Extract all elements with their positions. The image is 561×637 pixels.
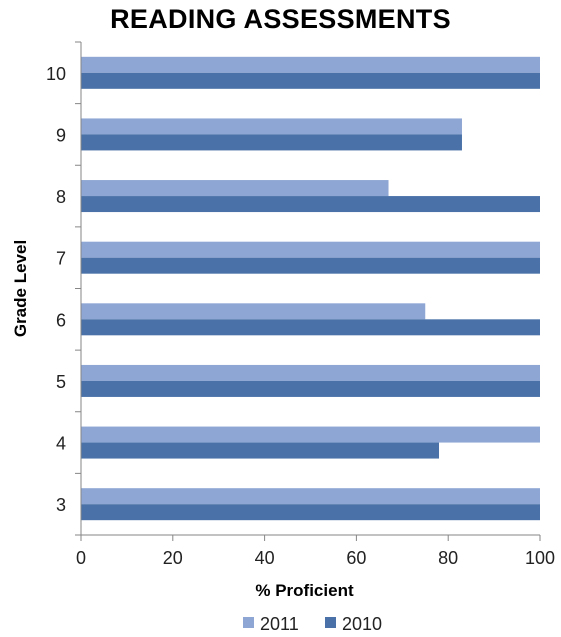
legend-label-2011: 2011 [260, 614, 299, 634]
bar-2010-grade-3 [81, 504, 540, 521]
y-tick-label: 5 [56, 372, 66, 392]
x-tick-label: 40 [255, 548, 275, 568]
x-tick-label: 60 [346, 548, 366, 568]
bar-2011-grade-9 [81, 118, 462, 135]
legend-label-2010: 2010 [342, 614, 382, 634]
bar-2011-grade-10 [81, 56, 540, 73]
bar-2011-grade-7 [81, 241, 540, 258]
y-axis-title: Grade Level [11, 240, 30, 337]
bar-2010-grade-6 [81, 319, 540, 336]
x-tick-label: 100 [525, 548, 555, 568]
bar-2010-grade-4 [81, 442, 440, 459]
bar-2011-grade-3 [81, 488, 540, 505]
legend: 2011 2010 [243, 614, 382, 634]
y-tick-label: 7 [56, 249, 66, 269]
x-tick-label: 80 [438, 548, 458, 568]
bar-2011-grade-4 [81, 426, 540, 443]
bar-2011-grade-6 [81, 303, 426, 320]
chart-title: READING ASSESSMENTS [110, 4, 451, 34]
axes: 10 9 8 7 6 5 4 3 0 20 40 60 80 100 [46, 41, 555, 568]
x-axis-title: % Proficient [255, 581, 354, 600]
y-tick-label: 6 [56, 310, 66, 330]
bar-2011-grade-5 [81, 364, 540, 381]
legend-swatch-2010 [325, 617, 336, 628]
bar-2010-grade-8 [81, 196, 540, 213]
bar-2011-grade-8 [81, 180, 389, 197]
y-tick-label: 10 [46, 64, 66, 84]
x-tick-label: 0 [76, 548, 86, 568]
legend-swatch-2011 [243, 617, 254, 628]
x-tick-label: 20 [163, 548, 183, 568]
bar-2010-grade-10 [81, 72, 540, 89]
y-tick-label: 3 [56, 495, 66, 515]
plot-area [81, 56, 540, 521]
bar-2010-grade-7 [81, 257, 540, 274]
y-tick-label: 8 [56, 187, 66, 207]
bar-2010-grade-5 [81, 380, 540, 397]
y-tick-label: 4 [56, 434, 66, 454]
y-tick-label: 9 [56, 125, 66, 145]
bar-2010-grade-9 [81, 134, 462, 151]
